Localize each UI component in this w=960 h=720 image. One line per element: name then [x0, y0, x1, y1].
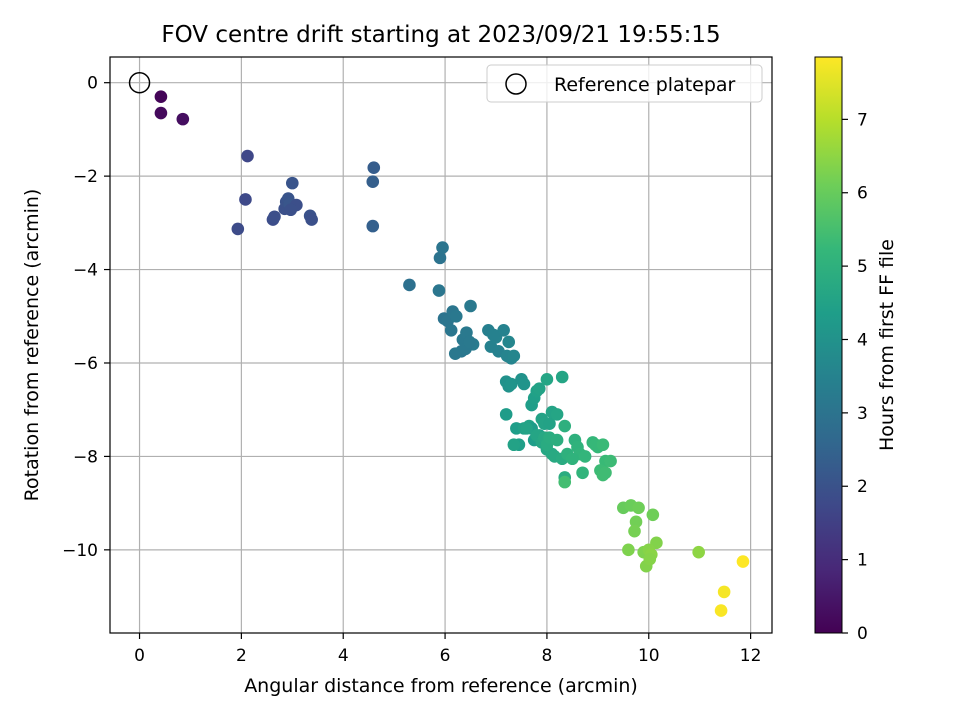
- data-point: [286, 176, 299, 190]
- x-tick-label: 4: [338, 646, 349, 666]
- data-point: [543, 417, 556, 431]
- data-point: [268, 210, 281, 224]
- data-point: [517, 377, 531, 391]
- data-point: [558, 475, 572, 489]
- data-point: [628, 524, 641, 538]
- y-tick-label: −8: [73, 447, 98, 467]
- plot-area-frame: [109, 56, 773, 634]
- data-point: [604, 454, 617, 468]
- data-point: [504, 377, 518, 391]
- colorbar-tick-label: 1: [857, 551, 868, 571]
- data-point: [717, 585, 731, 599]
- data-point: [433, 251, 447, 265]
- data-point: [502, 335, 516, 349]
- colorbar: 0 1 2 3 4 5 6 7 Hours from first FF file: [814, 56, 898, 644]
- data-point: [507, 438, 521, 452]
- data-point: [487, 328, 500, 342]
- data-point: [714, 604, 728, 617]
- colorbar-tick-label: 4: [857, 330, 868, 350]
- data-point: [632, 501, 645, 515]
- data-point: [520, 422, 533, 435]
- x-tick-label: 10: [638, 646, 660, 666]
- legend-box: [486, 64, 763, 103]
- data-point: [464, 299, 477, 313]
- data-point: [643, 552, 657, 566]
- x-tick-label: 12: [740, 646, 762, 666]
- y-tick-label: −10: [62, 541, 98, 561]
- data-point: [305, 213, 318, 226]
- data-point: [692, 545, 705, 559]
- legend: Reference platepar: [486, 64, 763, 103]
- data-point: [241, 149, 254, 163]
- data-point: [532, 382, 546, 395]
- data-point: [599, 466, 612, 480]
- data-point: [444, 323, 458, 337]
- data-point: [629, 515, 643, 529]
- colorbar-tick-label: 7: [857, 110, 868, 130]
- data-point: [558, 419, 572, 433]
- x-tick-label: 8: [542, 646, 553, 666]
- data-point: [366, 219, 380, 233]
- x-tick-label: 6: [440, 646, 451, 666]
- data-point: [284, 203, 298, 217]
- data-point: [497, 323, 510, 337]
- chart-title: FOV centre drift starting at 2023/09/21 …: [161, 22, 720, 48]
- data-point: [736, 555, 750, 568]
- colorbar-gradient: [814, 56, 843, 634]
- colorbar-tick-label: 0: [857, 624, 868, 644]
- colorbar-ticks: 0 1 2 3 4 5 6 7: [842, 110, 868, 644]
- data-point: [499, 408, 513, 421]
- data-point: [231, 222, 245, 236]
- data-point: [176, 112, 190, 126]
- colorbar-tick-label: 6: [857, 184, 868, 204]
- y-tick-label: −2: [73, 167, 98, 187]
- data-point: [154, 90, 168, 104]
- grid-lines: [110, 57, 772, 633]
- data-point: [367, 161, 381, 175]
- data-point: [449, 309, 463, 323]
- data-point: [555, 370, 569, 384]
- data-point: [578, 450, 592, 463]
- legend-entry-reference: Reference platepar: [554, 74, 736, 96]
- y-tick-label: −4: [73, 261, 98, 281]
- data-point: [436, 241, 449, 254]
- colorbar-tick-label: 2: [857, 477, 868, 497]
- data-point: [622, 543, 635, 557]
- x-axis-label: Angular distance from reference (arcmin): [244, 675, 638, 697]
- y-tick-label: 0: [87, 74, 98, 94]
- scatter-points: [154, 90, 750, 617]
- data-point: [507, 349, 521, 363]
- y-axis-label: Rotation from reference (arcmin): [21, 189, 43, 502]
- data-point: [566, 452, 579, 466]
- x-tick-label: 0: [134, 646, 145, 666]
- data-point: [550, 433, 564, 447]
- x-tick-label: 2: [236, 646, 247, 666]
- data-point: [576, 466, 589, 480]
- data-point: [596, 438, 610, 452]
- data-point: [366, 175, 380, 189]
- data-point: [463, 335, 476, 349]
- y-axis: 0 −2 −4 −6 −8 −10: [62, 74, 110, 561]
- data-point: [550, 408, 564, 421]
- x-axis: 0 2 4 6 8 10 12: [134, 633, 761, 666]
- reference-platepar-marker: [128, 71, 151, 94]
- data-point: [403, 278, 416, 292]
- legend-reference-marker: [505, 73, 527, 95]
- colorbar-tick-label: 3: [857, 404, 868, 424]
- reference-marker-group: [128, 71, 151, 94]
- data-point: [239, 193, 252, 206]
- data-point: [646, 508, 660, 522]
- colorbar-tick-label: 5: [857, 257, 868, 277]
- data-point: [540, 373, 554, 386]
- data-point: [432, 284, 446, 297]
- data-point: [448, 347, 462, 360]
- colorbar-label: Hours from first FF file: [876, 239, 898, 451]
- data-point: [154, 106, 168, 120]
- y-tick-label: −6: [73, 354, 98, 374]
